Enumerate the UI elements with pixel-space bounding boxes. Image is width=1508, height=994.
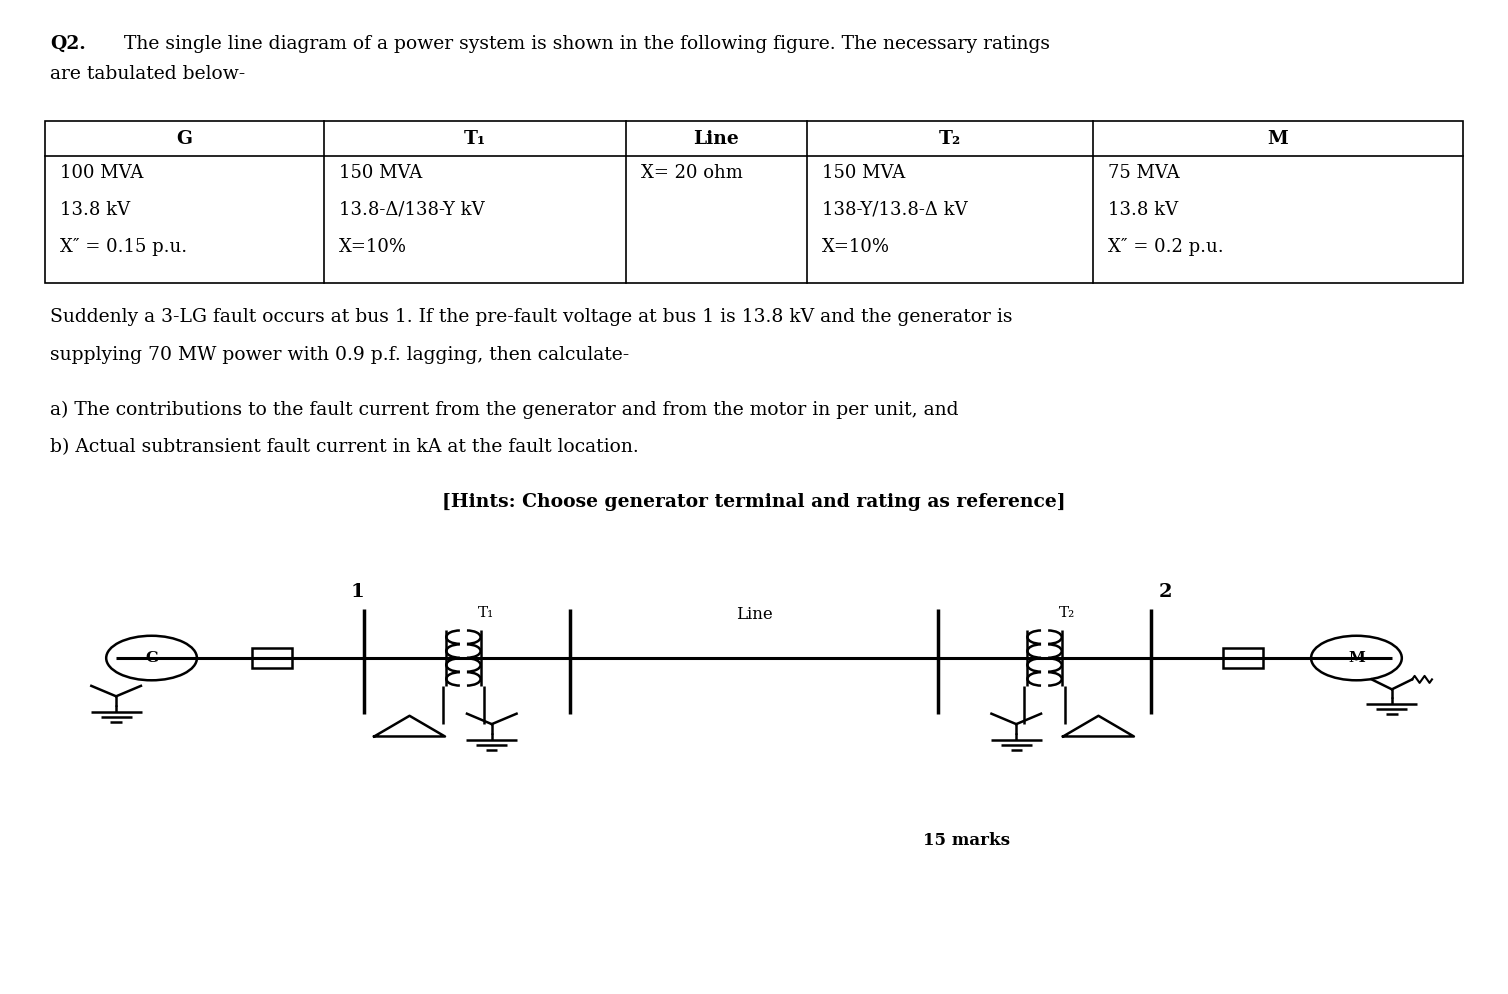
Text: M: M [1348, 651, 1365, 665]
Text: 13.8-Δ/138-Y kV: 13.8-Δ/138-Y kV [339, 201, 486, 219]
Text: 75 MVA: 75 MVA [1108, 164, 1179, 182]
Text: [Hints: Choose generator terminal and rating as reference]: [Hints: Choose generator terminal and ra… [442, 493, 1066, 511]
Text: T₂: T₂ [1059, 605, 1075, 620]
Text: T₁: T₁ [478, 605, 493, 620]
Text: G: G [145, 651, 158, 665]
Text: G: G [176, 129, 193, 148]
Text: X″ = 0.2 p.u.: X″ = 0.2 p.u. [1108, 238, 1224, 255]
Text: b) Actual subtransient fault current in kA at the fault location.: b) Actual subtransient fault current in … [50, 438, 638, 456]
Text: T₁: T₁ [464, 129, 486, 148]
Text: X=10%: X=10% [822, 238, 890, 255]
Text: 2: 2 [1158, 582, 1172, 601]
Text: a) The contributions to the fault current from the generator and from the motor : a) The contributions to the fault curren… [50, 401, 958, 418]
Text: supplying 70 MW power with 0.9 p.f. lagging, then calculate-: supplying 70 MW power with 0.9 p.f. lagg… [50, 346, 629, 364]
Text: The single line diagram of a power system is shown in the following figure. The : The single line diagram of a power syste… [118, 35, 1050, 53]
Bar [1223, 648, 1262, 669]
Text: Line: Line [736, 606, 772, 623]
Text: are tabulated below-: are tabulated below- [50, 65, 244, 83]
Text: 138-Y/13.8-Δ kV: 138-Y/13.8-Δ kV [822, 201, 968, 219]
Bar [45, 121, 1463, 283]
Text: M: M [1268, 129, 1288, 148]
Text: T₂: T₂ [939, 129, 961, 148]
Text: Suddenly a 3-LG fault occurs at bus 1. If the pre-fault voltage at bus 1 is 13.8: Suddenly a 3-LG fault occurs at bus 1. I… [50, 308, 1012, 326]
Text: 13.8 kV: 13.8 kV [60, 201, 131, 219]
Text: 1: 1 [350, 582, 363, 601]
Text: X″ = 0.15 p.u.: X″ = 0.15 p.u. [60, 238, 187, 255]
Text: 150 MVA: 150 MVA [822, 164, 905, 182]
Bar [252, 648, 293, 669]
Text: 100 MVA: 100 MVA [60, 164, 143, 182]
Text: X= 20 ohm: X= 20 ohm [641, 164, 743, 182]
Text: 150 MVA: 150 MVA [339, 164, 422, 182]
Text: 13.8 kV: 13.8 kV [1108, 201, 1179, 219]
Text: Line: Line [694, 129, 739, 148]
Text: Q2.: Q2. [50, 35, 86, 53]
Text: X=10%: X=10% [339, 238, 407, 255]
Text: 15 marks: 15 marks [923, 832, 1010, 849]
